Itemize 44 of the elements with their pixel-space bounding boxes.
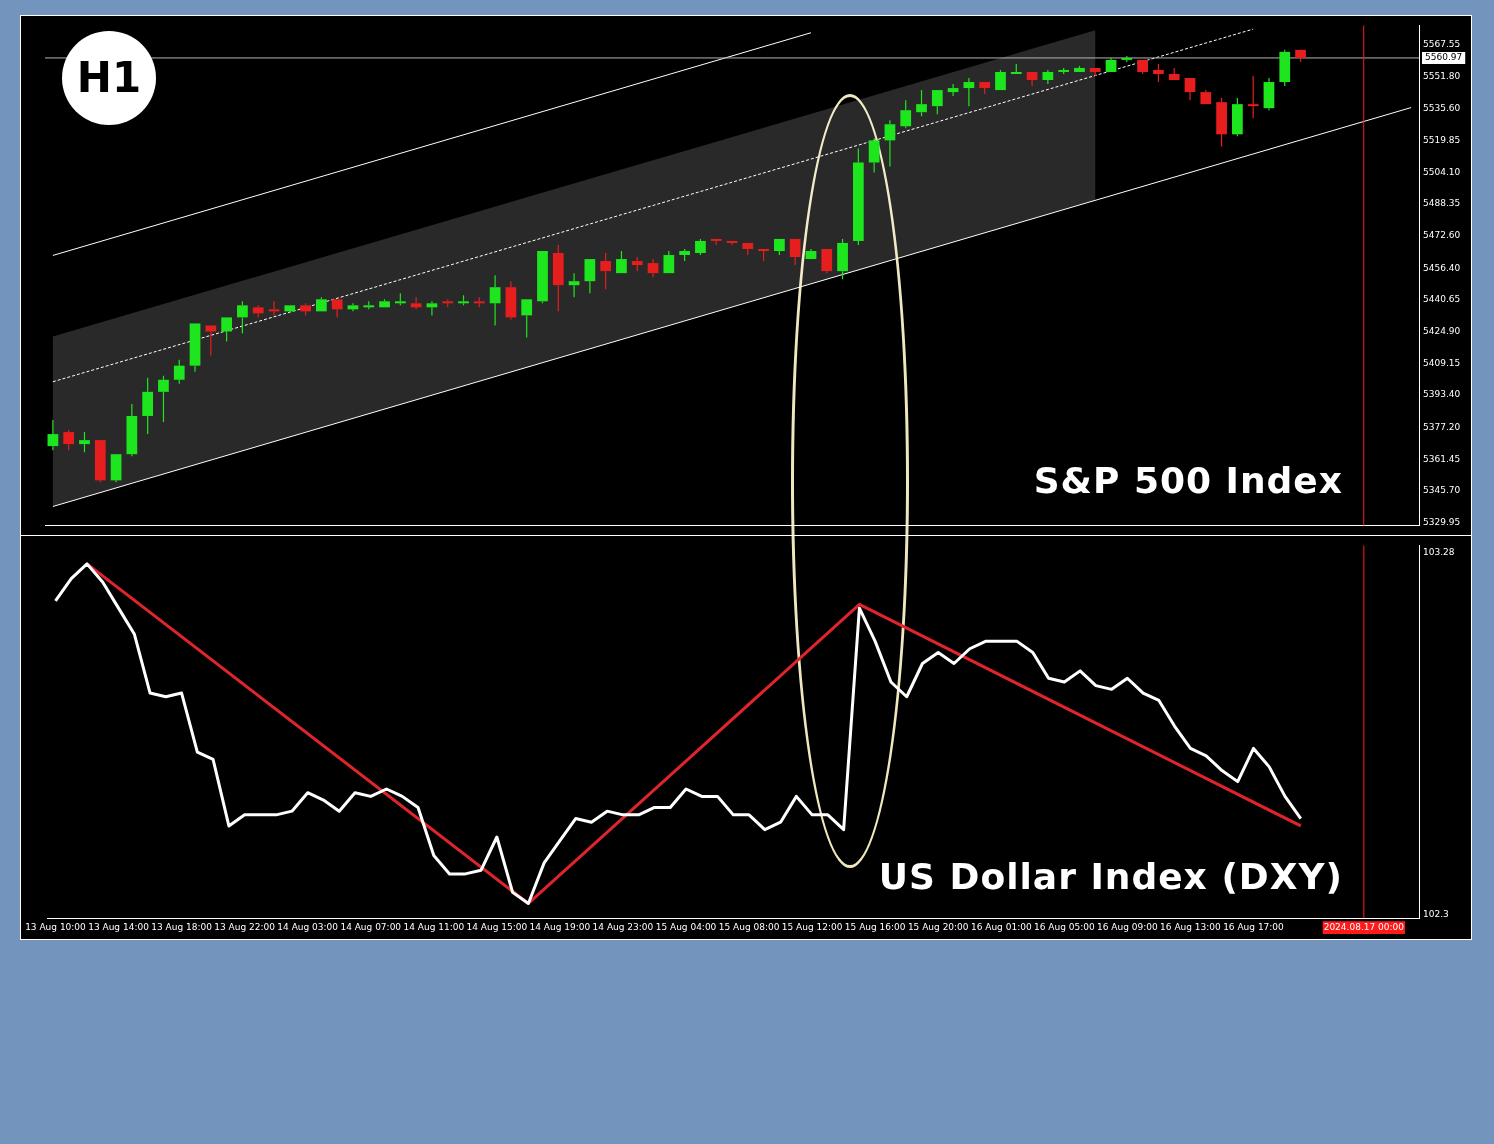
y-tick-label: 5409.15 [1423,357,1461,368]
x-tick-label: 14 Aug 11:00 [403,921,465,932]
x-tick-label: 16 Aug 01:00 [970,921,1032,932]
y-tick-label: 5567.55 [1423,39,1461,50]
y-tick-label: 5488.35 [1423,198,1461,209]
circle-badge: H1 [62,31,156,125]
x-tick-label: 13 Aug 18:00 [151,921,213,932]
y-tick-label: 103.28 [1423,547,1455,558]
x-tick-label: 16 Aug 09:00 [1097,921,1158,932]
x-tick-label: 16 Aug 13:00 [1160,921,1222,932]
x-tick-label: 13 Aug 14:00 [88,921,150,932]
x-tick-label: 15 Aug 16:00 [844,921,906,932]
y-tick-label: 5393.40 [1423,389,1461,400]
x-tick-label: 15 Aug 12:00 [781,921,843,932]
x-tick-label: 14 Aug 19:00 [529,921,591,932]
y-tick-label: 5551.80 [1423,70,1461,81]
y-tick-label: 5329.95 [1423,517,1461,528]
y-tick-label: 5535.60 [1423,103,1461,114]
x-tick-label: 16 Aug 05:00 [1033,921,1095,932]
x-tick-label: 15 Aug 08:00 [718,921,780,932]
x-tick-label: 14 Aug 23:00 [592,921,654,932]
y-tick-label: 5456.40 [1423,262,1461,273]
y-tick-label: 5472.60 [1423,230,1461,241]
y-tick-label: 5377.20 [1423,421,1461,432]
y-tick-label: 102.3 [1423,908,1449,919]
y-tick-label: 5440.65 [1423,294,1461,305]
x-tick-label: 14 Aug 03:00 [277,921,339,932]
x-tick-label: 16 Aug 17:00 [1223,921,1285,932]
annotation: H1 [75,53,143,102]
x-tick-label: 15 Aug 04:00 [655,921,717,932]
x-tick-label: 13 Aug 22:00 [214,921,276,932]
x-tick-label: 14 Aug 15:00 [466,921,528,932]
y-tick-label: 5519.85 [1423,135,1461,146]
y-tick-label: 5345.70 [1423,485,1461,496]
x-tick-label: 15 Aug 20:00 [907,921,969,932]
ref-line-label: 5560.97 [1425,52,1463,63]
text: S&P 500 Index [1033,460,1343,501]
y-tick-label: 5424.90 [1423,326,1461,337]
text: US Dollar Index (DXY) [878,856,1343,897]
x-tick-label: 13 Aug 10:00 [25,921,87,932]
x-tick-label: 14 Aug 07:00 [340,921,402,932]
y-tick-label: 5504.10 [1423,166,1461,177]
y-tick-label: 5361.45 [1423,453,1461,464]
x-tick-label: 2024.08.17 00:00 [1323,921,1405,932]
